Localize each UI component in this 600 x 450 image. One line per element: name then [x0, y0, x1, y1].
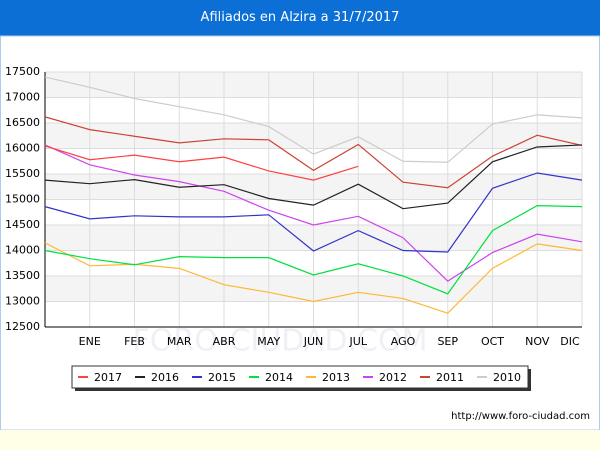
- y-tick-label: 14000: [5, 244, 40, 257]
- x-tick-label: ENE: [79, 335, 101, 348]
- y-tick-label: 16000: [5, 142, 40, 155]
- footer: http://www.foro-ciudad.com: [451, 411, 590, 422]
- x-tick-label: NOV: [525, 335, 550, 348]
- y-tick-label: 15000: [5, 193, 40, 206]
- legend-label: 2011: [436, 371, 464, 384]
- series-line: [44, 145, 359, 181]
- x-tick-label: FEB: [124, 335, 145, 348]
- watermark: FORO-CIUDAD.COM: [133, 324, 428, 359]
- legend-label: 2016: [151, 371, 179, 384]
- bottom-strip: [0, 430, 600, 450]
- x-tick-label: MAY: [257, 335, 280, 348]
- series-line: [44, 205, 583, 295]
- x-tick-label: JUN: [303, 335, 324, 348]
- chart-title: Afiliados en Alzira a 31/7/2017: [0, 0, 600, 36]
- x-tick-label: AGO: [391, 335, 416, 348]
- y-tick-label: 17000: [5, 91, 40, 104]
- y-tick-label: 15500: [5, 167, 40, 180]
- legend-label: 2013: [322, 371, 350, 384]
- series-line: [44, 76, 583, 163]
- legend-label: 2015: [208, 371, 236, 384]
- x-tick-label: JUL: [349, 335, 368, 348]
- y-tick-label: 13000: [5, 295, 40, 308]
- series-line: [44, 144, 583, 210]
- y-tick-label: 13500: [5, 269, 40, 282]
- y-tick-label: 14500: [5, 218, 40, 231]
- legend-label: 2017: [94, 371, 122, 384]
- y-tick-label: 16500: [5, 116, 40, 129]
- x-tick-label: OCT: [481, 335, 504, 348]
- y-tick-label: 12500: [5, 320, 40, 333]
- series-line: [44, 116, 583, 189]
- legend: [71, 365, 529, 389]
- x-tick-label: MAR: [167, 335, 192, 348]
- series-line: [44, 144, 583, 282]
- x-tick-label: SEP: [437, 335, 458, 348]
- series-line: [44, 172, 583, 253]
- legend-label: 2014: [265, 371, 293, 384]
- legend-label: 2012: [379, 371, 407, 384]
- y-tick-label: 17500: [5, 65, 40, 78]
- x-tick-label: ABR: [213, 335, 236, 348]
- x-tick-label: DIC: [560, 335, 580, 348]
- legend-label: 2010: [493, 371, 521, 384]
